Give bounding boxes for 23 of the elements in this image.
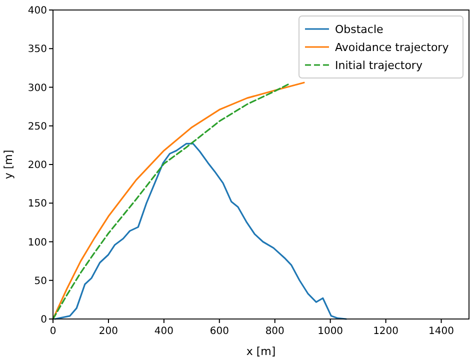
x-tick-label: 400 bbox=[154, 326, 174, 337]
x-tick-label: 600 bbox=[210, 326, 229, 337]
y-tick-label: 150 bbox=[28, 198, 47, 210]
y-tick-label: 250 bbox=[28, 121, 47, 132]
y-tick-label: 300 bbox=[28, 82, 47, 94]
line-series bbox=[54, 142, 347, 320]
x-tick-label: 200 bbox=[98, 326, 118, 337]
y-tick-label: 400 bbox=[28, 6, 47, 16]
legend-label: Obstacle bbox=[335, 23, 384, 36]
x-axis-title: x [m] bbox=[246, 345, 276, 358]
y-axis-title: y [m] bbox=[2, 150, 15, 180]
x-tick-label: 1000 bbox=[318, 326, 344, 337]
y-tick-label: 200 bbox=[28, 160, 47, 171]
y-tick-label: 50 bbox=[34, 276, 47, 287]
y-tick-label: 0 bbox=[40, 314, 47, 326]
x-tick-label: 1400 bbox=[428, 326, 454, 337]
x-tick-label: 1200 bbox=[373, 326, 399, 337]
legend-label: Initial trajectory bbox=[335, 59, 423, 72]
y-tick-label: 350 bbox=[28, 44, 47, 56]
x-tick-label: 0 bbox=[50, 326, 56, 337]
legend-label: Avoidance trajectory bbox=[335, 41, 450, 54]
x-tick-label: 800 bbox=[265, 326, 284, 337]
y-tick-label: 100 bbox=[28, 237, 47, 248]
